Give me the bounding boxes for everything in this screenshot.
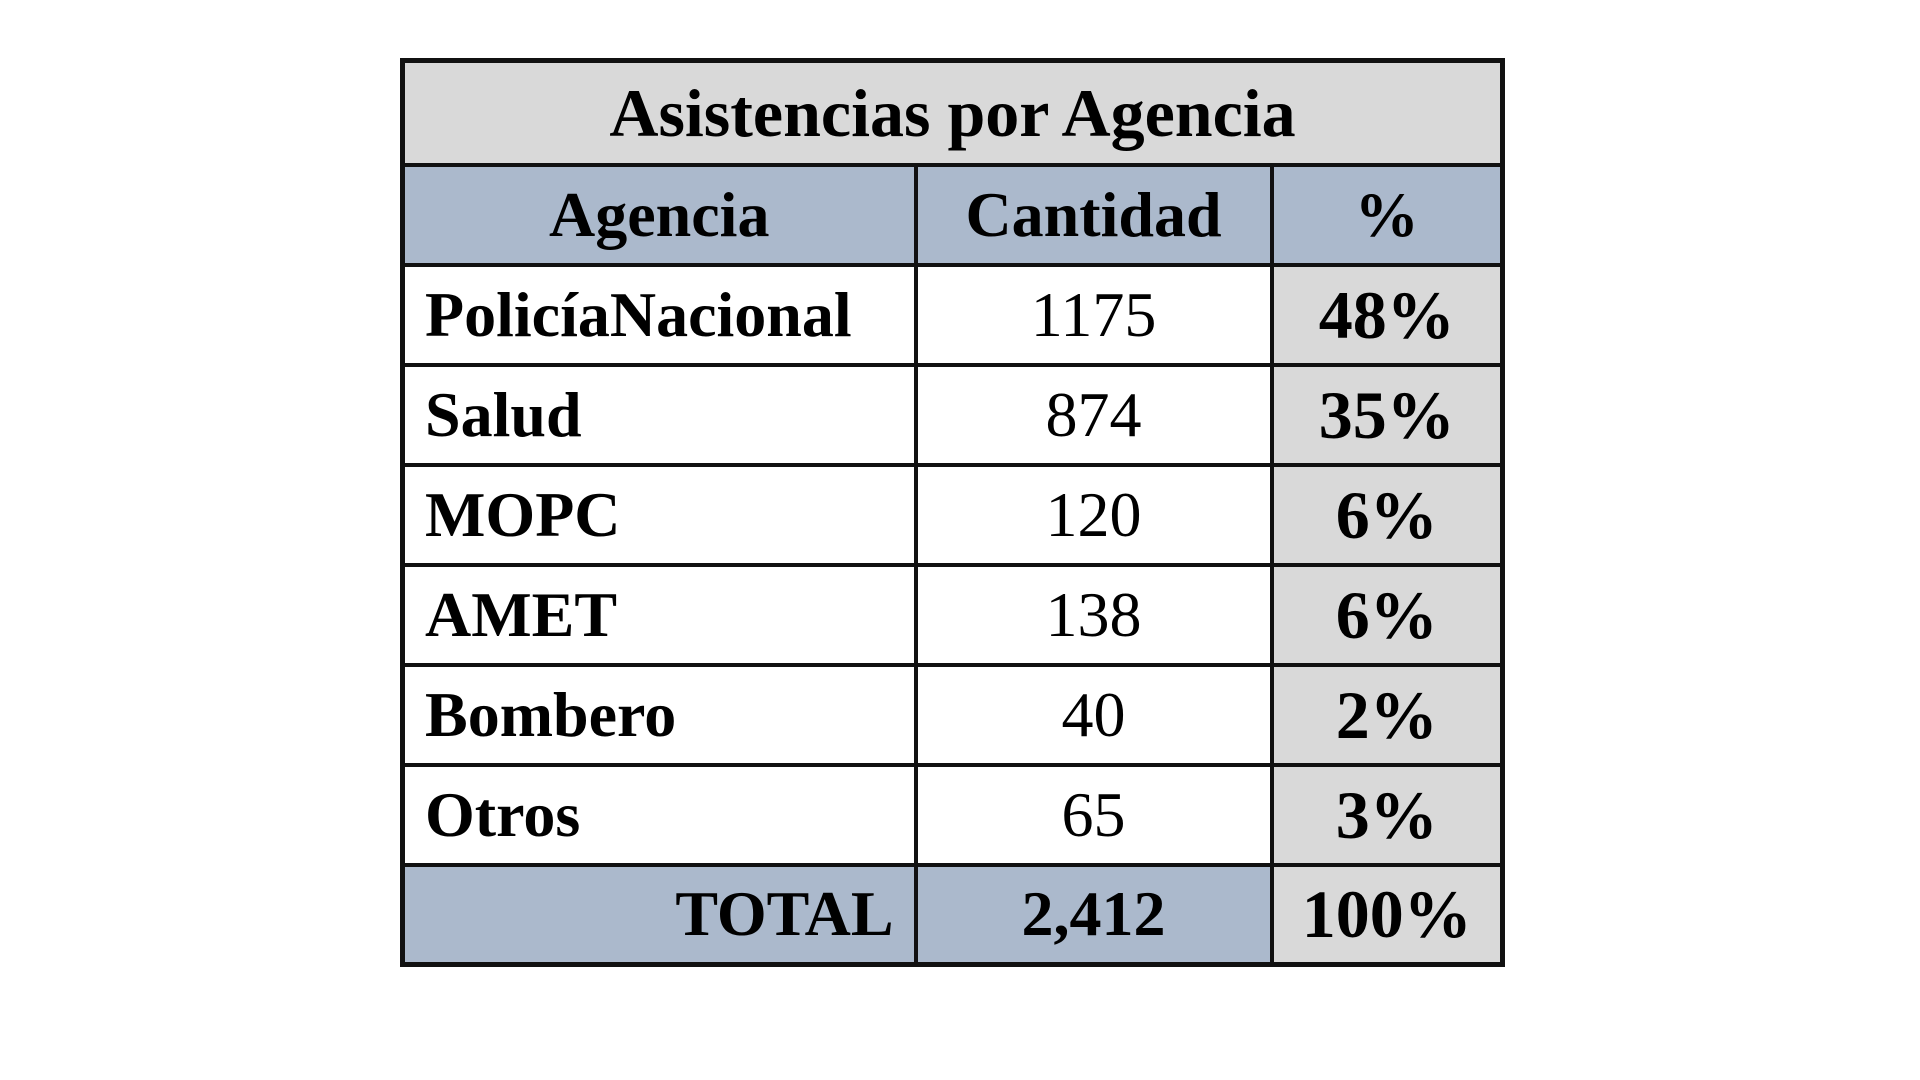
header-agencia: Agencia	[400, 162, 918, 267]
cantidad-cell: 65	[913, 762, 1274, 867]
agencia-cell: MOPC	[400, 462, 918, 567]
percent-cell: 2%	[1269, 662, 1505, 767]
cantidad-cell: 120	[913, 462, 1274, 567]
cantidad-cell: 1175	[913, 262, 1274, 367]
table-row: Salud 874 35%	[400, 362, 1505, 467]
title-row: Asistencias por Agencia	[400, 58, 1505, 167]
cantidad-cell: 138	[913, 562, 1274, 667]
cantidad-cell: 874	[913, 362, 1274, 467]
cantidad-cell: 40	[913, 662, 1274, 767]
table-row: Bombero 40 2%	[400, 662, 1505, 767]
percent-cell: 6%	[1269, 462, 1505, 567]
percent-cell: 48%	[1269, 262, 1505, 367]
table-row: PolicíaNacional 1175 48%	[400, 262, 1505, 367]
agencia-cell: AMET	[400, 562, 918, 667]
table-row: MOPC 120 6%	[400, 462, 1505, 567]
table-row: Otros 65 3%	[400, 762, 1505, 867]
percent-cell: 6%	[1269, 562, 1505, 667]
total-row: TOTAL 2,412 100%	[400, 862, 1505, 967]
total-cantidad: 2,412	[913, 862, 1274, 967]
total-label: TOTAL	[400, 862, 918, 967]
agencia-cell: PolicíaNacional	[400, 262, 918, 367]
total-percent: 100%	[1269, 862, 1505, 967]
header-percent: %	[1269, 162, 1505, 267]
header-row: Agencia Cantidad %	[400, 162, 1505, 267]
asistencias-table: Asistencias por Agencia Agencia Cantidad…	[400, 58, 1505, 967]
table-row: AMET 138 6%	[400, 562, 1505, 667]
percent-cell: 3%	[1269, 762, 1505, 867]
agencia-cell: Bombero	[400, 662, 918, 767]
table-title: Asistencias por Agencia	[400, 58, 1505, 167]
agencia-cell: Salud	[400, 362, 918, 467]
agencia-cell: Otros	[400, 762, 918, 867]
percent-cell: 35%	[1269, 362, 1505, 467]
header-cantidad: Cantidad	[913, 162, 1274, 267]
